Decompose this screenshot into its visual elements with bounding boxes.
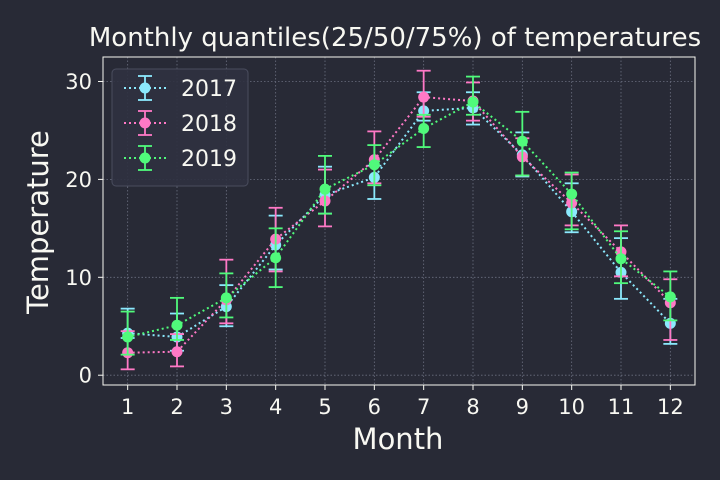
data-point bbox=[615, 253, 627, 265]
x-tick-label: 6 bbox=[368, 395, 381, 419]
legend-label: 2017 bbox=[181, 77, 237, 102]
data-series bbox=[120, 69, 678, 371]
data-point bbox=[220, 292, 232, 304]
y-axis-label: Temperature bbox=[21, 130, 55, 315]
data-point bbox=[516, 135, 528, 147]
data-point bbox=[171, 319, 183, 331]
x-tick-label: 11 bbox=[608, 395, 635, 419]
series-line bbox=[127, 96, 672, 354]
data-point bbox=[171, 346, 183, 358]
data-point bbox=[122, 331, 134, 343]
x-axis-label: Month bbox=[353, 422, 444, 456]
x-tick-label: 7 bbox=[417, 395, 430, 419]
data-point bbox=[270, 252, 282, 264]
legend-label: 2018 bbox=[181, 112, 237, 137]
legend-marker bbox=[139, 117, 151, 129]
x-tick-label: 1 bbox=[121, 395, 134, 419]
x-tick-label: 4 bbox=[269, 395, 282, 419]
series-line bbox=[127, 100, 671, 338]
x-tick-label: 3 bbox=[220, 395, 233, 419]
data-point bbox=[319, 183, 331, 195]
x-tick-label: 8 bbox=[466, 395, 479, 419]
data-point bbox=[368, 159, 380, 171]
y-tick-label: 20 bbox=[65, 168, 92, 192]
series-2019 bbox=[120, 75, 678, 356]
data-point bbox=[467, 96, 479, 108]
series-line bbox=[127, 106, 672, 339]
x-tick-label: 5 bbox=[318, 395, 331, 419]
data-point bbox=[566, 188, 578, 200]
legend-marker bbox=[139, 152, 151, 164]
x-tick-label: 9 bbox=[516, 395, 529, 419]
data-point bbox=[418, 122, 430, 134]
x-tick-label: 10 bbox=[558, 395, 585, 419]
plot-area-frame bbox=[102, 56, 696, 386]
legend-label: 2019 bbox=[181, 147, 237, 172]
chart-title: Monthly quantiles(25/50/75%) of temperat… bbox=[89, 23, 701, 53]
x-tick-label: 2 bbox=[170, 395, 183, 419]
x-tick-label: 12 bbox=[657, 395, 684, 419]
data-point bbox=[664, 291, 676, 303]
y-tick-label: 30 bbox=[65, 70, 92, 94]
legend-marker bbox=[139, 82, 151, 94]
y-tick-label: 10 bbox=[65, 266, 92, 290]
legend: 2017 2018 2019 bbox=[111, 68, 249, 187]
y-tick-label: 0 bbox=[79, 364, 92, 388]
data-point bbox=[418, 91, 430, 103]
